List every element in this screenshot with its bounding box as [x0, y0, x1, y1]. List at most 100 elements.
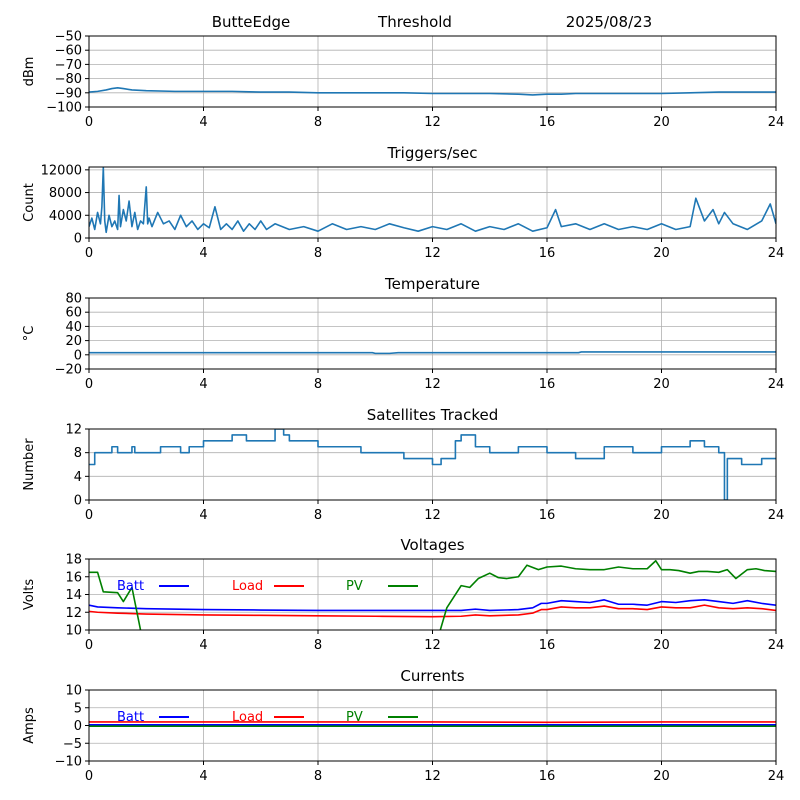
y-tick-label: −10	[55, 755, 82, 770]
panel-title: Voltages	[400, 536, 464, 554]
legend-label-batt: Batt	[117, 710, 144, 725]
series-line-batt	[89, 599, 776, 612]
x-tick-label: 12	[424, 377, 441, 392]
x-tick-label: 8	[314, 769, 322, 784]
y-tick-label: −80	[55, 72, 82, 87]
x-tick-label: 4	[199, 377, 207, 392]
x-tick-label: 4	[199, 246, 207, 261]
y-tick-label: 12000	[41, 163, 82, 178]
x-tick-label: 24	[768, 377, 785, 392]
x-tick-label: 20	[653, 115, 670, 130]
y-axis-label: dBm	[22, 57, 37, 87]
x-tick-label: 16	[539, 769, 556, 784]
series-line-triggers	[89, 167, 776, 234]
y-tick-label: 14	[65, 588, 82, 603]
y-tick-label: −20	[55, 363, 82, 378]
y-tick-label: −90	[55, 86, 82, 101]
legend-label-load: Load	[232, 579, 263, 594]
series-group	[89, 167, 776, 234]
legend-label-load: Load	[232, 710, 263, 725]
x-tick-label: 24	[768, 115, 785, 130]
x-tick-label: 12	[424, 246, 441, 261]
series-group	[89, 559, 776, 630]
x-tick-label: 0	[85, 115, 93, 130]
y-axis-label: Amps	[22, 707, 37, 744]
y-tick-label: 8	[74, 446, 82, 461]
panel-title: Triggers/sec	[387, 144, 478, 162]
x-tick-label: 24	[768, 508, 785, 523]
y-tick-label: −100	[46, 101, 82, 116]
series-group	[89, 429, 776, 500]
panel-title: Satellites Tracked	[367, 406, 498, 424]
x-tick-label: 0	[85, 508, 93, 523]
y-tick-label: 0	[74, 232, 82, 247]
legend-label-batt: Batt	[117, 579, 144, 594]
x-tick-label: 20	[653, 638, 670, 653]
y-tick-label: −60	[55, 44, 82, 59]
x-tick-label: 12	[424, 508, 441, 523]
x-tick-label: 20	[653, 769, 670, 784]
y-axis-label: Volts	[22, 579, 37, 611]
legend-label-pv: PV	[346, 710, 363, 725]
header-mode: Threshold	[377, 13, 452, 31]
x-tick-label: 24	[768, 246, 785, 261]
y-tick-label: 16	[65, 570, 82, 585]
x-tick-label: 0	[85, 377, 93, 392]
x-tick-label: 8	[314, 638, 322, 653]
x-tick-label: 24	[768, 638, 785, 653]
series-line-load	[89, 604, 776, 618]
series-group	[89, 721, 776, 728]
x-tick-label: 16	[539, 115, 556, 130]
y-tick-label: 20	[65, 334, 82, 349]
y-tick-label: 0	[74, 348, 82, 363]
x-tick-label: 8	[314, 377, 322, 392]
x-tick-label: 16	[539, 246, 556, 261]
y-tick-label: 80	[65, 292, 82, 307]
x-tick-label: 20	[653, 246, 670, 261]
panel-signal: 0 4 8 12 16 20 24 −100−90−80−70−60−50 dBm	[22, 30, 784, 131]
x-tick-label: 8	[314, 246, 322, 261]
x-tick-label: 12	[424, 115, 441, 130]
x-tick-label: 12	[424, 769, 441, 784]
legend-label-pv: PV	[346, 579, 363, 594]
y-axis-label: Number	[22, 438, 37, 491]
x-tick-label: 16	[539, 508, 556, 523]
x-tick-label: 16	[539, 638, 556, 653]
x-tick-label: 12	[424, 638, 441, 653]
series-line-satellites	[89, 429, 776, 500]
x-tick-label: 4	[199, 638, 207, 653]
x-tick-label: 0	[85, 246, 93, 261]
series-line-signal	[89, 87, 776, 96]
x-tick-label: 0	[85, 638, 93, 653]
series-line-temperature	[89, 351, 776, 355]
x-tick-label: 8	[314, 115, 322, 130]
y-tick-label: 0	[74, 494, 82, 509]
series-group	[89, 351, 776, 355]
y-tick-label: −5	[63, 737, 82, 752]
y-tick-label: 10	[65, 684, 82, 699]
x-tick-label: 0	[85, 769, 93, 784]
y-axis-label: °C	[22, 326, 37, 342]
panel-title: Currents	[400, 667, 464, 685]
x-tick-label: 8	[314, 508, 322, 523]
x-tick-label: 4	[199, 508, 207, 523]
y-tick-label: 8000	[49, 186, 82, 201]
header-station: ButteEdge	[212, 13, 291, 31]
x-tick-label: 16	[539, 377, 556, 392]
x-tick-label: 24	[768, 769, 785, 784]
y-tick-label: 12	[65, 423, 82, 438]
y-tick-label: 4000	[49, 209, 82, 224]
x-tick-label: 4	[199, 769, 207, 784]
panel-title: Temperature	[384, 275, 480, 293]
y-tick-label: 0	[74, 719, 82, 734]
y-tick-label: −50	[55, 30, 82, 45]
x-tick-label: 20	[653, 508, 670, 523]
panel-currents: 0 4 8 12 16 20 24 −10 −5 0 5 10 Amps Currents Batt Load…	[22, 667, 784, 784]
y-tick-label: 4	[74, 470, 82, 485]
panel-voltages: 0 4 8 12 16 20 24 10 12 14 16 18 Volts Voltages Batt Lo…	[22, 536, 785, 653]
panel-satellites: 0 4 8 12 16 20 24 0 4 8 12 Number Satellites Tracked	[22, 406, 784, 523]
y-tick-label: 40	[65, 320, 82, 335]
